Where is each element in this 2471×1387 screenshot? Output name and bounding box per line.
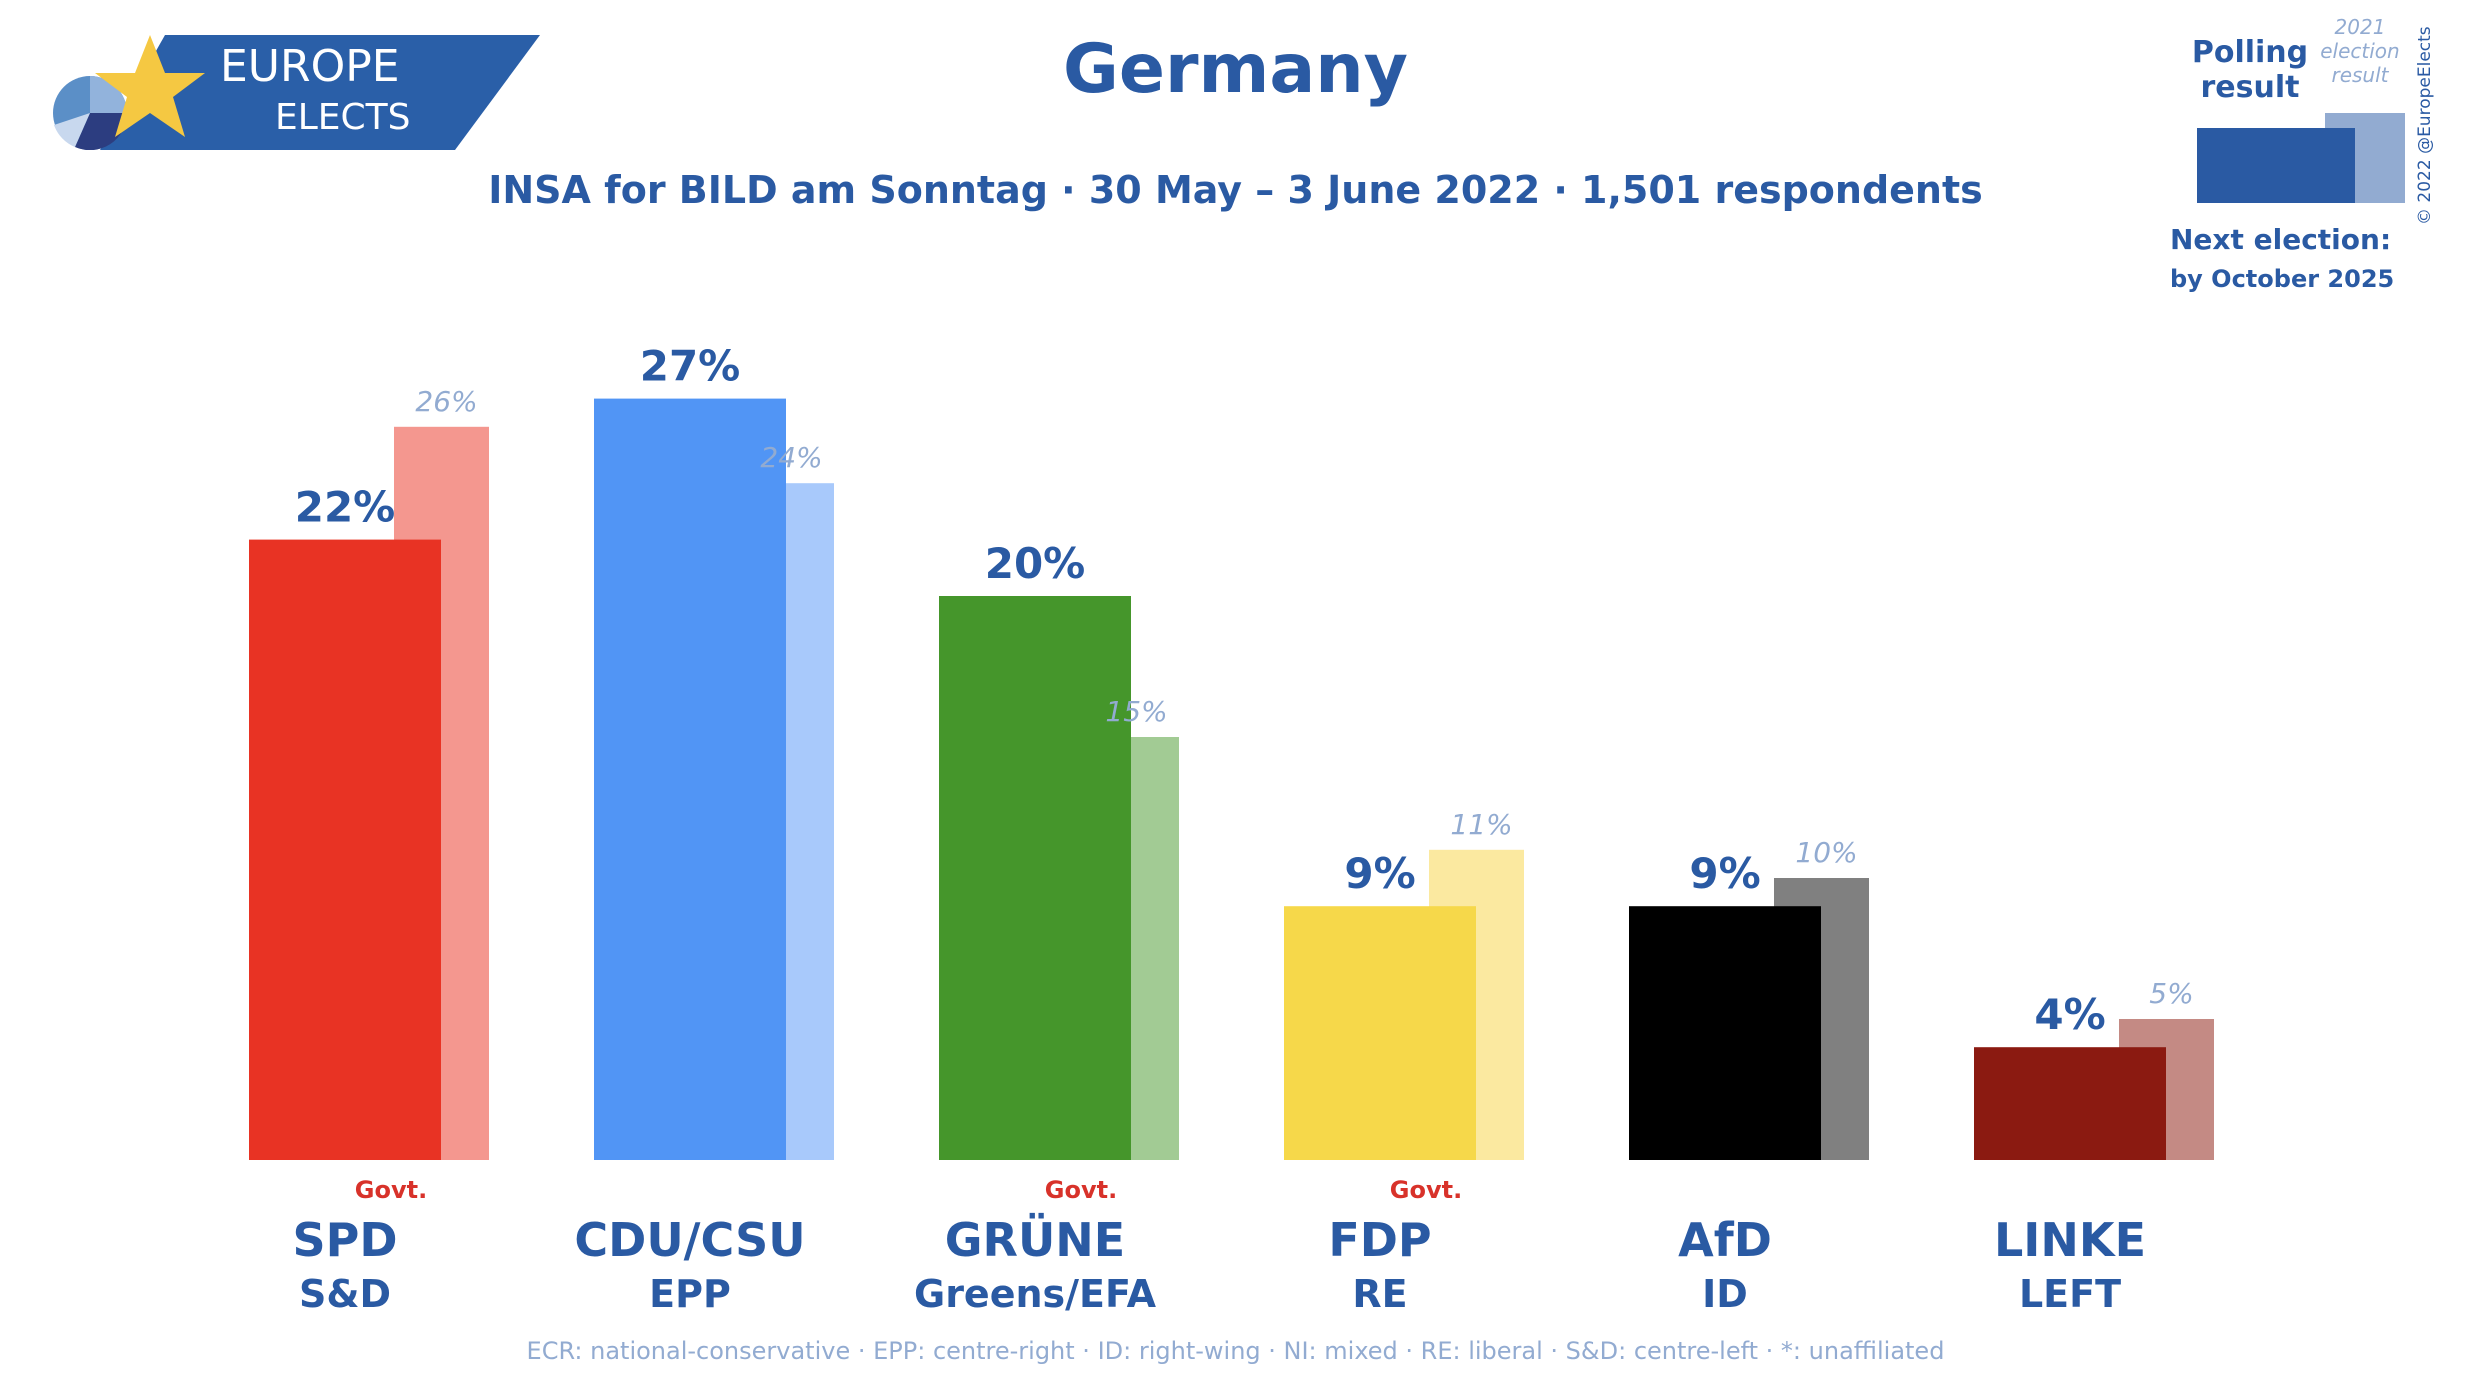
legend-polling-label: Polling result <box>2191 35 2309 105</box>
polling-value-label: 4% <box>2034 990 2105 1039</box>
polling-bar <box>594 398 786 1161</box>
election-value-label: 15% <box>1105 695 1167 728</box>
party-group: Greens/EFA <box>914 1272 1157 1316</box>
party-group: ID <box>1702 1272 1748 1316</box>
polling-value-label: 20% <box>985 539 1086 588</box>
legend-election-label: 2021 election result <box>2320 15 2400 87</box>
polling-value-label: 9% <box>1689 849 1760 898</box>
party-group: S&D <box>299 1272 391 1316</box>
polling-bar <box>249 539 441 1160</box>
election-value-label: 5% <box>2149 977 2193 1010</box>
next-election-label: Next election: <box>2170 223 2392 256</box>
party-name: AfD <box>1678 1213 1772 1267</box>
party-name: GRÜNE <box>945 1213 1125 1267</box>
polling-bar <box>1629 906 1821 1160</box>
footnote: ECR: national-conservative · EPP: centre… <box>526 1337 1945 1365</box>
polling-value-label: 22% <box>295 483 396 532</box>
govt-label: Govt. <box>1390 1176 1462 1204</box>
next-election-value: by October 2025 <box>2170 265 2395 293</box>
election-value-label: 26% <box>415 385 477 418</box>
party-group: LEFT <box>2019 1272 2121 1316</box>
party-group: EPP <box>649 1272 731 1316</box>
govt-label: Govt. <box>355 1176 427 1204</box>
polling-value-label: 27% <box>640 342 741 391</box>
polling-bar <box>1974 1047 2166 1160</box>
chart-title: Germany <box>1063 30 1408 109</box>
logo-line1: EUROPE <box>220 41 400 92</box>
polling-bar <box>939 596 1131 1160</box>
legend: Polling result 2021 election result © 20… <box>2170 15 2470 315</box>
party-name: CDU/CSU <box>574 1213 805 1267</box>
polling-value-label: 9% <box>1344 849 1415 898</box>
europe-elects-logo: EUROPE ELECTS <box>45 35 545 150</box>
party-name: FDP <box>1328 1213 1431 1267</box>
logo-line2: ELECTS <box>275 97 411 138</box>
election-value-label: 24% <box>760 441 822 474</box>
party-group: RE <box>1352 1272 1407 1316</box>
polling-bar <box>1284 906 1476 1160</box>
party-name: SPD <box>292 1213 397 1267</box>
govt-label: Govt. <box>1045 1176 1117 1204</box>
chart-subtitle: INSA for BILD am Sonntag · 30 May – 3 Ju… <box>488 168 1983 212</box>
election-value-label: 11% <box>1450 808 1512 841</box>
election-value-label: 10% <box>1795 836 1857 869</box>
legend-polling-swatch <box>2197 128 2355 203</box>
party-name: LINKE <box>1994 1213 2146 1267</box>
